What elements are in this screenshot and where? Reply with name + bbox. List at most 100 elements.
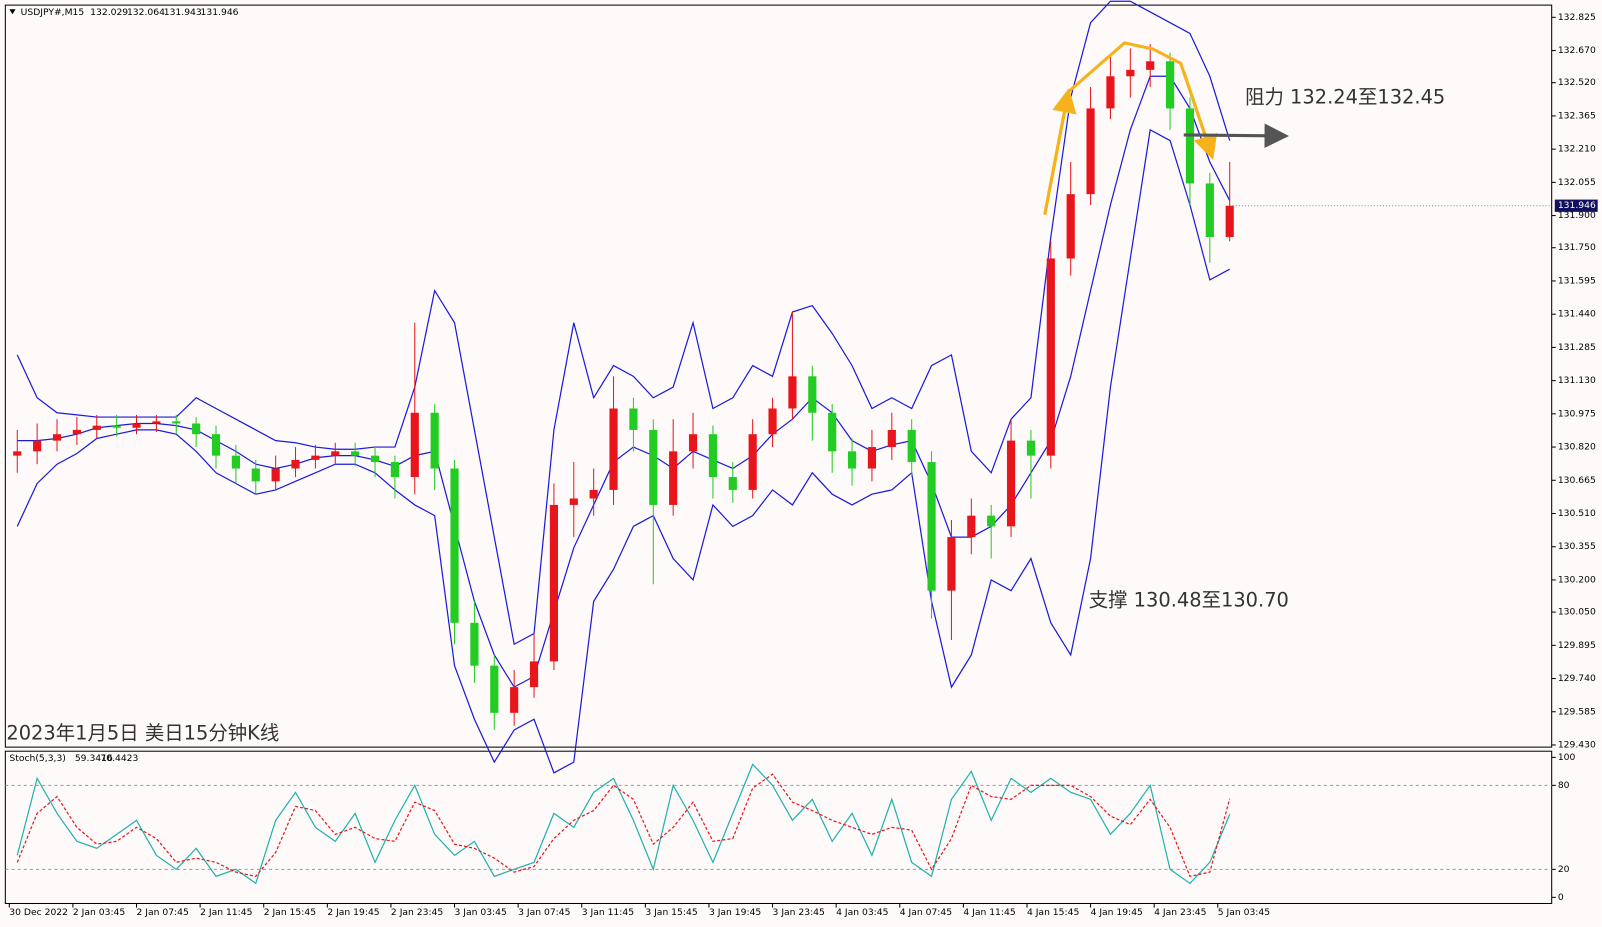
candle-body (132, 423, 141, 428)
candle-body (370, 455, 380, 463)
arrow-up (1043, 88, 1077, 215)
x-tick-label: 2 Jan 15:45 (264, 907, 316, 918)
candle-body (1126, 69, 1135, 77)
y-tick-label: 130.510 (1558, 508, 1596, 519)
y-tick-label: 129.740 (1558, 673, 1596, 684)
candle-body (33, 440, 42, 452)
candle-body (1086, 108, 1095, 195)
annotation: 2023年1月5日 美日15分钟K线 (6, 721, 279, 744)
x-tick-label: 3 Jan 11:45 (582, 907, 634, 918)
x-tick-label: 2 Jan 03:45 (73, 907, 125, 918)
y-tick-label: 0 (1558, 892, 1564, 903)
x-tick-label: 3 Jan 15:45 (645, 907, 697, 918)
candle-body (390, 462, 399, 478)
candle-body (490, 665, 499, 713)
candle-body (828, 412, 837, 452)
x-tick-label: 3 Jan 03:45 (455, 907, 507, 918)
candle-body (669, 451, 678, 505)
y-tick-label: 132.670 (1558, 45, 1596, 56)
candle-body (331, 451, 340, 456)
y-tick-label: 131.900 (1558, 210, 1596, 221)
candle-body (589, 489, 598, 499)
x-tick-label: 3 Jan 23:45 (773, 907, 825, 918)
candle-body (609, 408, 618, 490)
collapse-icon[interactable] (9, 9, 16, 15)
x-tick-label: 2 Jan 11:45 (200, 907, 252, 918)
candle-body (947, 537, 956, 591)
candle-body (251, 468, 260, 482)
candle-body (549, 504, 559, 662)
candle-body (470, 622, 479, 666)
x-tick-label: 2 Jan 23:45 (391, 907, 443, 918)
candle-body (887, 429, 896, 448)
price-tag (1554, 199, 1598, 212)
candle-body (1046, 258, 1055, 456)
candle-body (410, 412, 419, 478)
y-tick-label: 131.285 (1558, 342, 1596, 353)
y-tick-label: 130.665 (1558, 475, 1596, 486)
candle-body (152, 421, 161, 424)
candle-body (688, 434, 698, 452)
candle-body (867, 447, 877, 469)
candle-body (291, 459, 300, 469)
x-tick-label: 4 Jan 07:45 (900, 907, 952, 918)
header-value: 131.946 (201, 7, 239, 18)
candle-body (1006, 440, 1016, 527)
stoch-title: Stoch(5,3,3) (9, 753, 65, 764)
plot-layer: 132.825 132.670 132.520 132.365 132.210 132.0… (5, 0, 1598, 918)
candle-body (748, 434, 757, 490)
candle-body (728, 477, 737, 490)
candle-body (192, 423, 201, 435)
header-value: 132.029 (90, 7, 128, 18)
x-tick-label: 4 Jan 19:45 (1091, 907, 1143, 918)
candle-body (629, 408, 638, 430)
candle-body (1225, 205, 1234, 238)
candle-body (847, 451, 857, 469)
stoch-value: 70.4423 (100, 753, 138, 764)
candle-body (1026, 440, 1036, 456)
candle-body (52, 434, 62, 441)
x-tick-label: 30 Dec 2022 (9, 907, 68, 918)
candle-body (13, 451, 22, 456)
y-tick-label: 130.975 (1558, 408, 1596, 419)
arrow-down (1182, 71, 1218, 160)
x-tick-label: 3 Jan 07:45 (518, 907, 570, 918)
candle-body (788, 376, 797, 409)
candle-body (72, 429, 81, 435)
candle-body (649, 429, 658, 505)
candle-body (211, 434, 221, 456)
y-tick-label: 131.440 (1558, 309, 1596, 320)
y-tick-label: 100 (1558, 752, 1576, 763)
y-tick-label: 132.055 (1558, 177, 1596, 188)
candle-body (271, 468, 280, 482)
candle-body (967, 515, 976, 538)
y-tick-label: 130.050 (1558, 607, 1596, 618)
candle-body (808, 376, 817, 413)
x-tick-label: 2 Jan 19:45 (327, 907, 379, 918)
header-value: 132.064 (127, 7, 165, 18)
x-tick-label: 4 Jan 03:45 (836, 907, 888, 918)
candle-body (987, 515, 996, 527)
price-tag-label: 131.946 (1558, 200, 1596, 211)
candle-body (450, 468, 459, 623)
candle-body (510, 687, 519, 713)
candle-body (927, 462, 936, 591)
y-tick-label: 132.825 (1558, 12, 1596, 23)
annotation: 支撑 130.48至130.70 (1089, 588, 1289, 611)
candle-body (529, 661, 539, 688)
stoch-panel (4, 750, 1553, 905)
candle-body (430, 412, 439, 469)
y-tick-label: 132.365 (1558, 110, 1596, 121)
candle-body (1066, 194, 1075, 259)
x-tick-label: 2 Jan 07:45 (137, 907, 189, 918)
symbol: USDJPY#,M15 (21, 7, 85, 18)
candle-body (768, 408, 777, 435)
candle-body (708, 434, 718, 478)
candle-body (1146, 61, 1155, 70)
candle-body (1185, 108, 1195, 184)
x-tick-label: 4 Jan 15:45 (1027, 907, 1079, 918)
y-tick-label: 20 (1558, 864, 1570, 875)
x-tick-label: 4 Jan 11:45 (963, 907, 1015, 918)
